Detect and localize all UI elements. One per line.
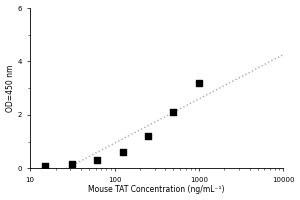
Y-axis label: OD=450 nm: OD=450 nm xyxy=(6,65,15,112)
Point xyxy=(146,135,151,138)
Point xyxy=(196,81,201,84)
Point xyxy=(171,111,176,114)
Point xyxy=(43,165,47,168)
Point xyxy=(95,158,100,161)
X-axis label: Mouse TAT Concentration (ng/mL⁻¹): Mouse TAT Concentration (ng/mL⁻¹) xyxy=(88,185,225,194)
Point xyxy=(120,151,125,154)
Point xyxy=(70,162,74,165)
